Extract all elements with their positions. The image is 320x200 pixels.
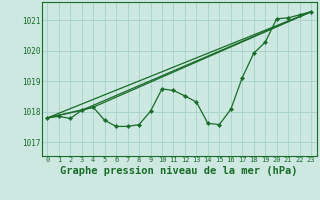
X-axis label: Graphe pression niveau de la mer (hPa): Graphe pression niveau de la mer (hPa)	[60, 166, 298, 176]
